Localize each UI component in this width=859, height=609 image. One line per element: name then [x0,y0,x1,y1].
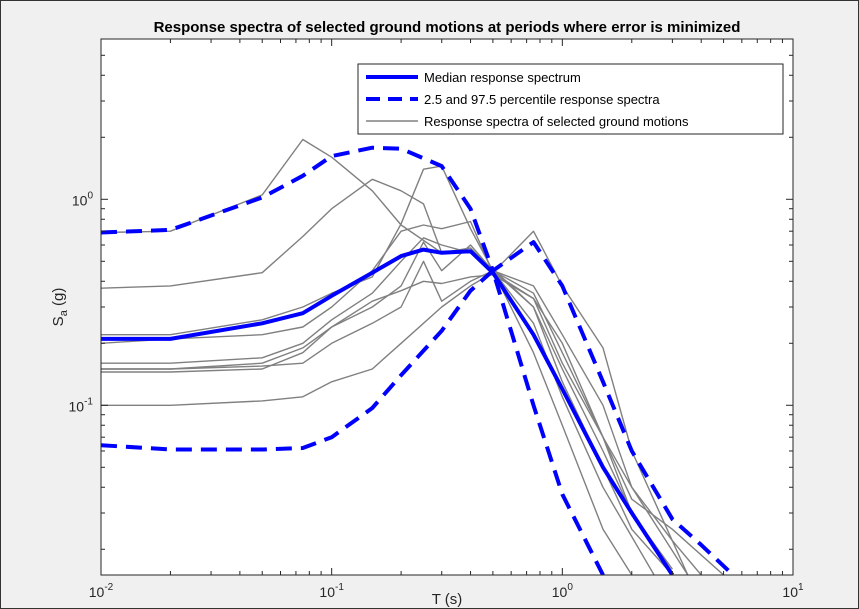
series-line-2 [101,268,605,575]
series-line-6 [101,220,689,575]
series-line-1 [101,145,735,575]
legend-label: Median response spectrum [424,70,581,85]
x-axis-label: T (s) [432,591,463,608]
series-line-3 [101,138,633,575]
y-tick-label: 100 [72,190,94,208]
x-tick-label: 10-1 [319,582,344,600]
legend-label: Response spectra of selected ground moti… [424,114,689,129]
series-line-0 [101,247,675,575]
axes-layer: 10-2 10-1 100 101 10-1 100 [69,38,804,600]
x-tick-label: 101 [782,582,804,600]
chart-title: Response spectra of selected ground moti… [154,19,741,36]
x-tick-label: 100 [552,582,574,600]
x-tick-label: 10-2 [89,582,114,600]
series-line-5 [101,165,673,570]
series-line-8 [101,241,702,575]
legend-box [357,63,784,135]
legend-label: 2.5 and 97.5 percentile response spectra [424,92,660,107]
legend: Median response spectrum 2.5 and 97.5 per… [357,63,784,135]
y-axis-label: Sa (g) [50,288,70,327]
series-line-10 [101,274,725,575]
series-layer [101,138,735,575]
series-line-9 [101,260,689,575]
series-line-11 [101,272,673,575]
y-tick-label: 10-1 [69,396,94,414]
